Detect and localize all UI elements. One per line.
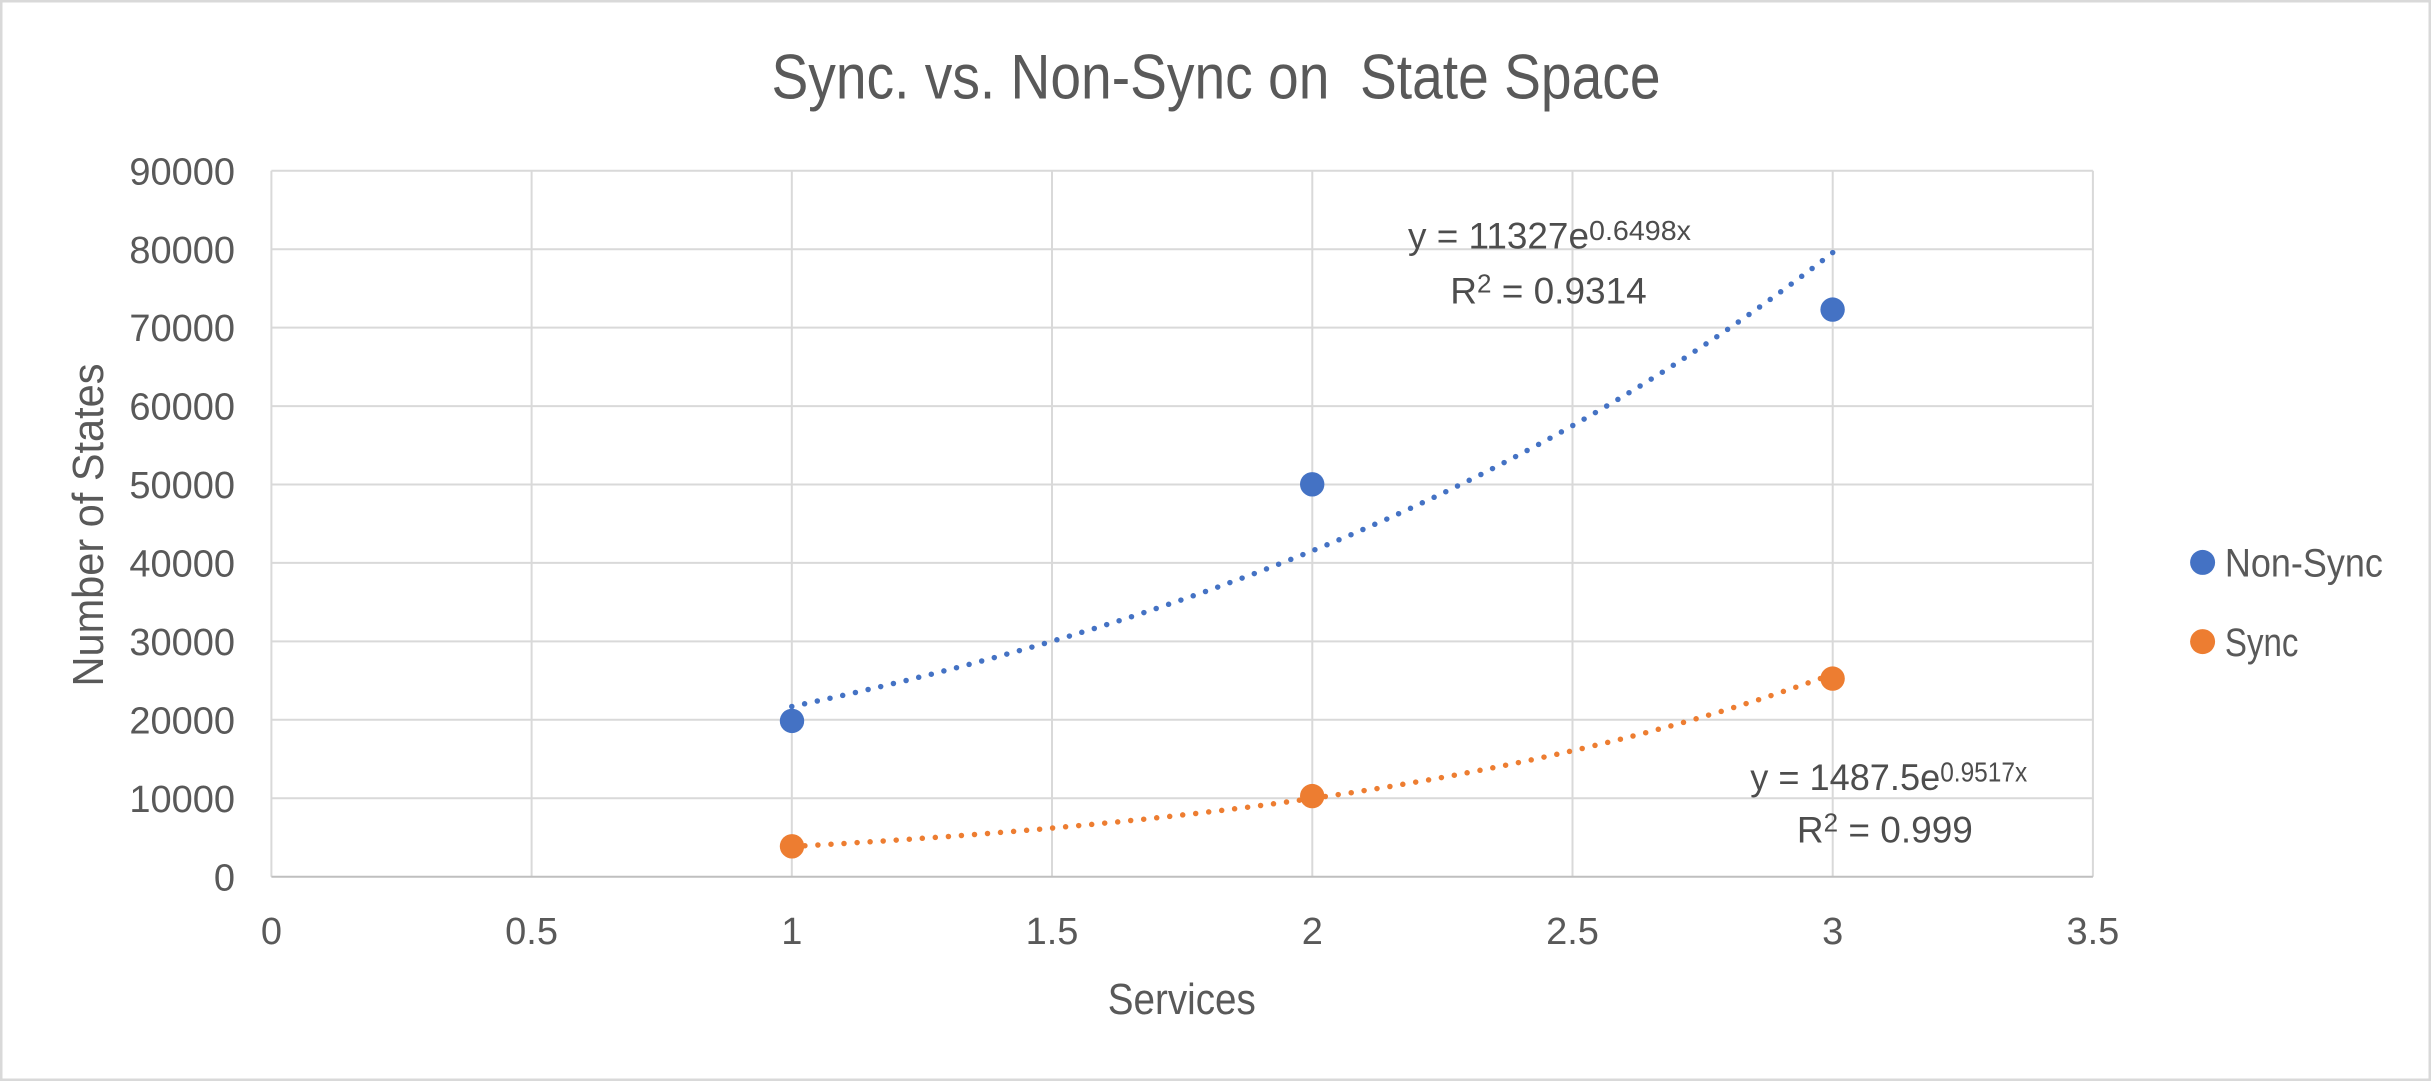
svg-text:50000: 50000 [129,465,235,507]
svg-text:R2 = 0.999: R2 = 0.999 [1797,808,1973,851]
svg-text:Sync: Sync [2225,621,2299,665]
svg-text:3.5: 3.5 [2066,911,2119,953]
svg-text:60000: 60000 [129,387,235,429]
svg-text:0.5: 0.5 [505,911,558,953]
svg-text:20000: 20000 [129,700,235,742]
svg-text:10000: 10000 [129,779,235,821]
svg-text:2: 2 [1302,911,1323,953]
svg-text:3: 3 [1822,911,1843,953]
svg-text:Non-Sync: Non-Sync [2225,542,2383,586]
svg-text:0: 0 [214,857,235,899]
svg-text:Sync. vs. Non-Sync on State S: Sync. vs. Non-Sync on State Space [772,42,1661,112]
svg-text:1: 1 [781,911,802,953]
svg-text:30000: 30000 [129,622,235,664]
svg-text:1.5: 1.5 [1026,911,1079,953]
svg-text:Number of States: Number of States [64,364,113,687]
svg-text:2.5: 2.5 [1546,911,1599,953]
svg-text:0: 0 [261,911,282,953]
svg-text:Services: Services [1108,975,1256,1024]
svg-text:80000: 80000 [129,230,235,272]
svg-text:y = 1487.5e0.9517x: y = 1487.5e0.9517x [1750,757,2027,798]
svg-text:40000: 40000 [129,544,235,586]
svg-text:70000: 70000 [129,308,235,350]
svg-text:y = 11327e0.6498x: y = 11327e0.6498x [1408,215,1691,256]
svg-text:90000: 90000 [129,151,235,193]
